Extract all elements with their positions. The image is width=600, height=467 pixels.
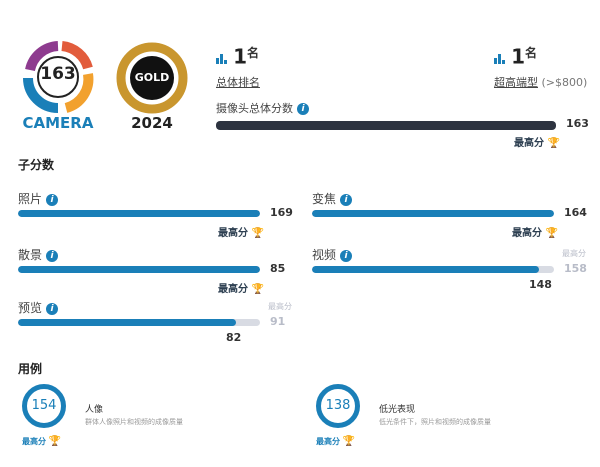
subscore-best: 最高分 🏆 [512,228,558,239]
subscore-bar-fill [18,319,236,326]
badge-ring-icon [23,41,94,113]
trophy-icon: 🏆 [251,284,264,295]
award-year: 2024 [131,114,173,132]
trophy-icon: 🏆 [342,436,356,447]
subscore-bar [18,319,260,326]
badge-camera-label: CAMERA [22,114,94,132]
bar-chart-icon [494,49,506,68]
trophy-icon: 🏆 [48,436,62,447]
subscore-bar-fill [312,210,554,217]
subscore-bar [18,266,260,273]
subscore-best-label: 最高分 [268,302,292,311]
subscore-best: 最高分 🏆 [218,228,264,239]
rank-overall: 1名 [216,44,259,68]
subscores-title: 子分数 [18,158,55,172]
subscore-best-value: 158 [564,262,587,275]
info-icon[interactable]: i [297,103,309,115]
bar-chart-icon [216,49,228,68]
subscore-value: 85 [270,262,286,275]
subscore-bar [18,210,260,217]
usecase-title: 人像 [85,405,104,415]
subscore-bar-fill [18,266,260,273]
subscore-bar [312,210,554,217]
usecase-best: 最高分 🏆 [22,436,62,447]
overall-best: 最高分 🏆 [514,138,560,149]
subscore-bar [312,266,554,273]
gold-ring-icon [116,42,188,114]
subscore-value: 169 [270,206,293,219]
usecase-score-ring: 138 [316,384,360,428]
subscore-label: 视频 i [312,246,353,263]
usecase-score-ring: 154 [22,384,66,428]
usecase-best: 最高分 🏆 [316,436,356,447]
badge-score: 163 [40,64,76,84]
rank-segment-row: 超高端型 (>$800) [494,74,587,90]
subscore-bar-fill [312,266,539,273]
subscore-best: 最高分 🏆 [218,284,264,295]
usecase-title: 低光表现 [379,405,416,415]
info-icon[interactable]: i [340,193,353,206]
info-icon[interactable]: i [46,193,59,206]
subscore-label: 照片 i [18,190,59,207]
rank-overall-link[interactable]: 总体排名 [216,76,260,89]
info-icon[interactable]: i [46,249,59,262]
overall-score-bar [216,121,556,130]
subscore-value: 82 [226,331,242,344]
subscore-best-value: 91 [270,315,286,328]
subscore-bar-fill [18,210,260,217]
subscore-value: 148 [529,278,552,291]
subscore-label: 变焦 i [312,190,353,207]
usecase-desc: 群体人像照片和视频的成像质量 [85,418,183,426]
subscore-label: 预览 i [18,299,59,316]
camera-score-badge: 163 [18,38,98,118]
info-icon[interactable]: i [340,249,353,262]
subscore-value: 164 [564,206,587,219]
overall-score-label: 摄像头总体分数 i [216,100,309,116]
overall-score-value: 163 [566,117,589,130]
subscore-best-label: 最高分 [562,249,586,258]
usecase-desc: 低光条件下，照片和视频的成像质量 [379,418,491,426]
trophy-icon: 🏆 [251,228,264,239]
gold-award-badge: GOLD [112,38,192,118]
rank-segment-link[interactable]: 超高端型 [494,76,538,89]
trophy-icon: 🏆 [547,138,560,149]
segment-price: (>$800) [541,76,588,89]
info-icon[interactable]: i [46,302,59,315]
rank-segment: 1名 [494,44,537,68]
subscore-label: 散景 i [18,246,59,263]
trophy-icon: 🏆 [545,228,558,239]
usecases-title: 用例 [18,362,43,376]
award-label: GOLD [134,71,170,84]
